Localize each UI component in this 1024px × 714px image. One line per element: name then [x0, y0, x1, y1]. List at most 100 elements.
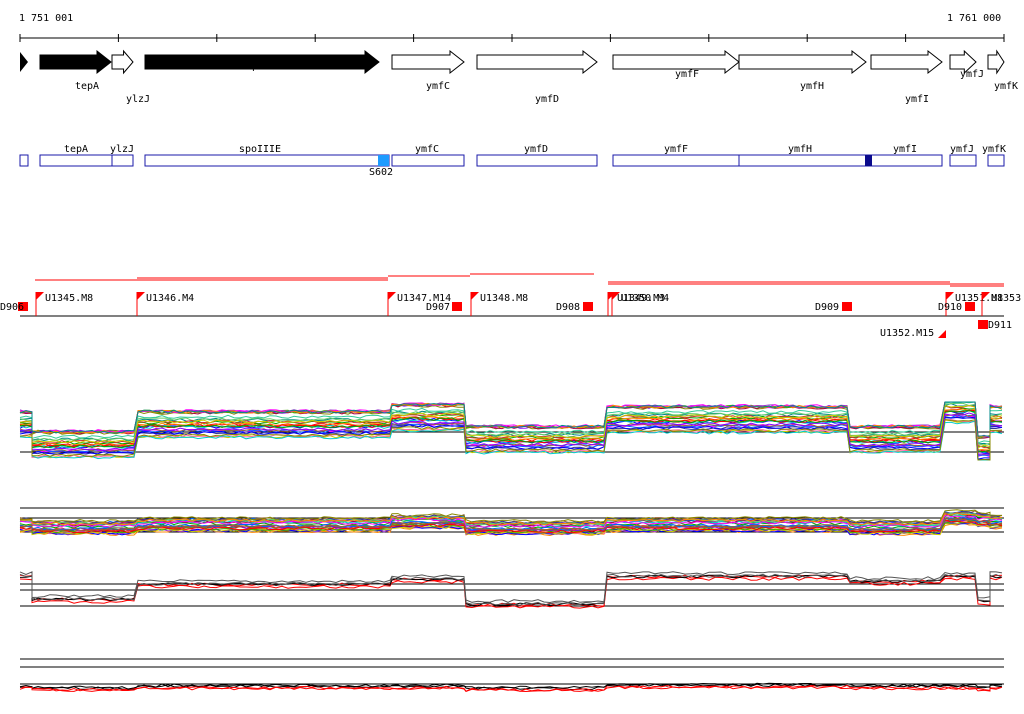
annotation-label-ymfK: ymfK — [982, 144, 1006, 155]
series-line — [19, 413, 1003, 455]
series-line — [19, 404, 1003, 449]
downshift-marker — [965, 302, 975, 311]
upshift-flag — [388, 292, 396, 300]
gene-label-ylzJ: ylzJ — [126, 94, 150, 105]
upshift-label: U1346.M4 — [146, 293, 194, 304]
series-line — [19, 412, 1003, 456]
series-line — [19, 518, 1003, 532]
annotation-label-ymfI: ymfI — [893, 144, 917, 155]
annotation-label-ymfD: ymfD — [524, 144, 548, 155]
annotation-label-tepA: tepA — [64, 144, 88, 155]
annotation-box-ymfJ — [949, 154, 977, 167]
gene-arrow-ymfH — [738, 49, 867, 75]
series-line — [19, 401, 1003, 437]
downshift-label: D908 — [556, 302, 580, 313]
series-line — [19, 571, 1003, 604]
site-marker-2 — [865, 155, 872, 166]
upshift-flag — [137, 292, 145, 300]
coordinate-ruler — [19, 34, 1005, 42]
upshift-label: U1348.M8 — [480, 293, 528, 304]
downshift-label: D909 — [815, 302, 839, 313]
series-line — [19, 573, 1003, 606]
expression-panel-main — [19, 401, 1004, 461]
upshift-label: U1352.M15 — [880, 328, 934, 339]
expression-panel-summary — [19, 571, 1004, 609]
downshift-label: D907 — [426, 302, 450, 313]
upshift-downshift-track: U1345.M8 U1346.M4 U1347.M14 U1348.M8 U1349.M… — [0, 273, 1021, 339]
series-line — [19, 685, 1003, 693]
gene-arrow-ymfF — [612, 49, 740, 75]
annotation-box-ymfD — [476, 154, 598, 167]
upshift-flag — [938, 330, 946, 338]
series-line — [19, 416, 1003, 460]
series-line — [19, 682, 1003, 690]
upshift-flag — [36, 292, 44, 300]
annotation-label-ymfC: ymfC — [415, 144, 439, 155]
gene-label-spoIIIE: spoIIIE — [246, 61, 288, 72]
annotation-label-ymfH: ymfH — [788, 144, 812, 155]
annotation-box-ymfK — [987, 154, 1005, 167]
gene-label-ymfC: ymfC — [426, 81, 450, 92]
gene-fragment-arrow — [20, 52, 28, 72]
downshift-marker — [978, 320, 988, 329]
expression-panel-secondary — [19, 507, 1004, 537]
upshift-label: U1347.M14 — [397, 293, 451, 304]
downshift-marker — [452, 302, 462, 311]
upshift-label: U1349.M3 — [617, 293, 665, 304]
gene-arrow-ymfD — [476, 49, 598, 75]
gene-arrow-ymfC — [391, 49, 465, 75]
gene-track: tepA ylzJ spoIIIE ymfC ymfD ymfF ymfH ymfI ymfJ y… — [20, 49, 1018, 105]
annotation-label-spoIIIE: spoIIIE — [239, 144, 281, 155]
series-line — [19, 514, 1003, 528]
series-line — [19, 420, 1003, 461]
downshift-marker — [842, 302, 852, 311]
annotation-fragment — [19, 154, 29, 167]
annotation-label-ylzJ: ylzJ — [110, 144, 134, 155]
downshift-label: D906 — [0, 302, 24, 313]
annotation-track: tepA ylzJ spoIIIE ymfC ymfD ymfF ymfH ymfI ymfJ y… — [19, 144, 1006, 178]
series-line — [19, 519, 1003, 534]
gene-arrow-tepA — [39, 49, 112, 75]
gene-arrow-ymfI — [870, 49, 943, 75]
gene-label-ymfK: ymfK — [994, 81, 1018, 92]
site-label: S602 — [369, 167, 393, 178]
downshift-marker — [18, 302, 28, 311]
series-line — [19, 410, 1003, 453]
upshift-flag — [471, 292, 479, 300]
upshift-label: U1353 — [991, 293, 1021, 304]
gene-arrow-spoIIIE — [144, 49, 380, 75]
gene-label-ymfF: ymfF — [675, 69, 699, 80]
annotation-box-ymfF — [612, 154, 740, 167]
annotation-box-ymfC — [391, 154, 465, 167]
end-coordinate: 1 761 000 — [947, 13, 1002, 24]
gene-arrow-ymfK — [987, 49, 1005, 75]
upshift-label: U1345.M8 — [45, 293, 93, 304]
downshift-label: D911 — [988, 320, 1012, 331]
gene-arrow-ymfJ — [949, 49, 977, 75]
start-coordinate: 1 751 001 — [19, 13, 74, 24]
upshift-flag — [982, 292, 990, 300]
gene-arrow-ylzJ — [111, 49, 134, 75]
series-line — [19, 574, 1003, 607]
series-line — [19, 418, 1003, 461]
annotation-box-ymfH — [738, 154, 871, 167]
downshift-label: D910 — [938, 302, 962, 313]
annotation-box-spoIIIE — [144, 154, 390, 167]
gene-label-ymfI: ymfI — [905, 94, 929, 105]
upshift-label: U1350.M4 — [621, 293, 669, 304]
annotation-label-ymfF: ymfF — [664, 144, 688, 155]
annotation-box-tepA — [39, 154, 113, 167]
series-line — [19, 509, 1002, 523]
series-line — [19, 401, 1003, 444]
downshift-marker — [583, 302, 593, 311]
expression-panel-bottom — [19, 658, 1004, 693]
gene-label-ymfD: ymfD — [535, 94, 559, 105]
upshift-label: U1351.M8 — [955, 293, 1003, 304]
gene-label-ymfH: ymfH — [800, 81, 824, 92]
annotation-box-ylzJ — [111, 154, 134, 167]
annotation-box-ymfI — [869, 154, 943, 167]
series-line — [19, 402, 1003, 446]
upshift-flag — [946, 292, 954, 300]
series-line — [19, 408, 1003, 451]
